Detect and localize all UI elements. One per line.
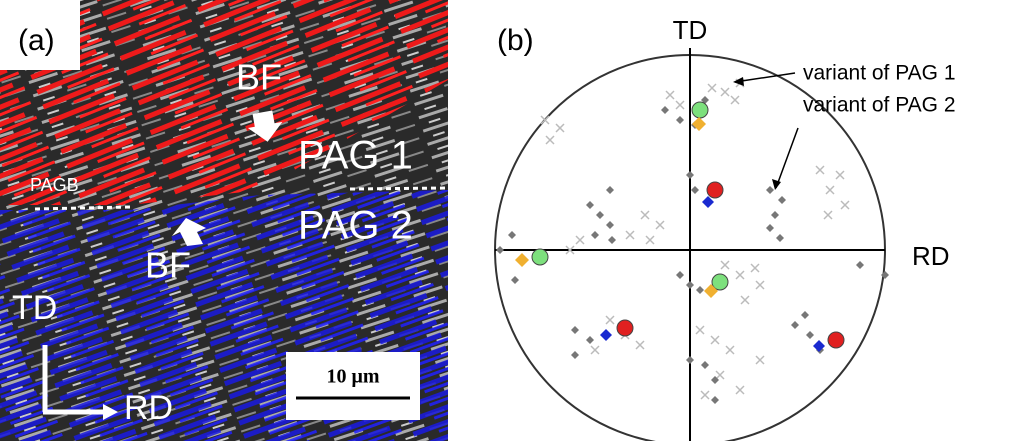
marker (702, 196, 714, 208)
micrograph (0, 0, 449, 441)
marker (735, 270, 745, 280)
marker (771, 211, 779, 219)
marker (635, 340, 645, 350)
marker (840, 200, 850, 210)
marker (545, 135, 555, 145)
marker (711, 273, 729, 291)
marker (586, 201, 594, 209)
marker (571, 326, 579, 334)
marker (707, 83, 717, 93)
marker (675, 100, 685, 110)
marker (695, 325, 705, 335)
marker (881, 271, 889, 279)
marker (720, 87, 730, 97)
marker (776, 234, 784, 242)
marker (686, 281, 694, 289)
marker (511, 276, 519, 284)
marker (704, 284, 718, 298)
marker (706, 181, 724, 199)
marker (715, 370, 725, 380)
label: PAG 2 (298, 204, 413, 248)
marker (766, 186, 774, 194)
marker (590, 345, 600, 355)
marker (540, 115, 550, 125)
marker (696, 286, 704, 294)
label: PAGB (30, 175, 79, 195)
marker (596, 211, 604, 219)
label: PAG 1 (298, 134, 413, 178)
label: BF (236, 57, 282, 98)
marker (755, 280, 765, 290)
marker (823, 210, 833, 220)
marker (496, 246, 504, 254)
marker (655, 220, 665, 230)
marker (606, 186, 614, 194)
marker (676, 271, 684, 279)
marker (778, 196, 786, 204)
panel-label: (b) (497, 24, 534, 57)
marker (711, 396, 719, 404)
scale-label: 10 μm (327, 366, 380, 388)
marker (813, 340, 825, 352)
annotation: variant of PAG 1 (803, 62, 956, 85)
marker (701, 361, 709, 369)
marker (711, 376, 719, 384)
marker (835, 170, 845, 180)
axis-label: RD (912, 241, 950, 271)
marker (606, 221, 614, 229)
marker (571, 351, 579, 359)
marker (531, 248, 549, 266)
marker (691, 186, 699, 194)
marker (586, 336, 594, 344)
marker (730, 95, 740, 105)
marker (591, 231, 599, 239)
marker (645, 235, 655, 245)
marker (616, 319, 634, 337)
marker (700, 390, 710, 400)
marker (692, 117, 706, 131)
marker (735, 385, 745, 395)
marker (605, 315, 615, 325)
marker (515, 253, 529, 267)
marker (755, 355, 765, 365)
marker (801, 311, 809, 319)
marker (827, 331, 845, 349)
marker (740, 295, 750, 305)
marker (766, 224, 774, 232)
marker (600, 329, 612, 341)
annotation: variant of PAG 2 (803, 94, 956, 117)
marker (608, 236, 616, 244)
marker (625, 230, 635, 240)
marker (686, 171, 694, 179)
marker (791, 321, 799, 329)
label: BF (145, 245, 191, 286)
marker (825, 185, 835, 195)
marker (575, 235, 585, 245)
marker (710, 335, 720, 345)
marker (725, 345, 735, 355)
marker (555, 123, 565, 133)
panel-label: (a) (18, 24, 55, 57)
marker (720, 260, 730, 270)
marker (750, 263, 760, 273)
marker (691, 101, 709, 119)
pole-figure (494, 48, 889, 441)
marker (661, 106, 669, 114)
marker (565, 245, 575, 255)
axis-label: TD (12, 289, 57, 327)
marker (676, 116, 684, 124)
axis-label: TD (673, 15, 708, 45)
marker (686, 356, 694, 364)
marker (815, 165, 825, 175)
axis-label: RD (124, 389, 173, 427)
marker (806, 331, 814, 339)
marker (665, 90, 675, 100)
marker (640, 210, 650, 220)
marker (508, 231, 516, 239)
marker (701, 96, 709, 104)
marker (856, 261, 864, 269)
